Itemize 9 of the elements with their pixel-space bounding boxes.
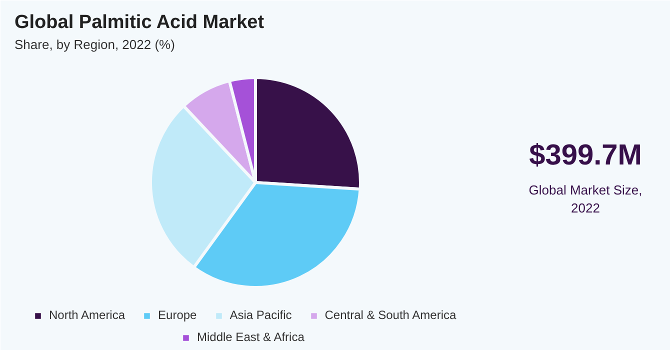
- legend-label: Europe: [158, 308, 197, 322]
- legend-label: Middle East & Africa: [197, 330, 304, 344]
- legend-label: North America: [49, 308, 126, 322]
- text: Global Market Size, 2022: [528, 182, 642, 216]
- chart-subtitle: Share, by Region, 2022 (%): [14, 37, 175, 52]
- legend-label: Central & South America: [324, 308, 456, 322]
- text: $399.7M: [529, 140, 642, 172]
- legend-label: Asia Pacific: [230, 308, 292, 322]
- chart-title: Global Palmitic Acid Market: [14, 12, 265, 33]
